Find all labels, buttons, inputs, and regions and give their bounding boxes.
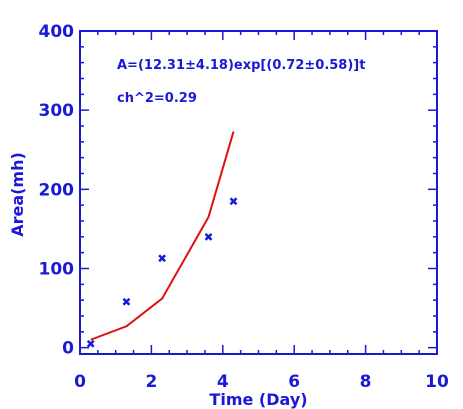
y-tick-label: 300 [39,101,75,121]
data-point [158,254,166,263]
y-axis-label: Area(mh) [8,152,27,237]
x-axis-ticks: 0 2 4 6 8 10 [74,31,449,392]
x-tick-label: 2 [145,372,157,392]
x-tick-label: 10 [425,372,449,392]
x-tick-label: 6 [288,372,300,392]
y-axis-ticks: 0 100 200 300 400 [39,22,437,359]
plot-frame [79,30,438,355]
data-point [86,339,95,348]
y-tick-label: 0 [62,339,74,359]
x-tick-label: 8 [360,372,372,392]
x-tick-label: 0 [74,372,86,392]
data-point [122,297,131,306]
y-tick-label: 400 [39,22,75,42]
chi-square-annotation: ch^2=0.29 [117,91,197,106]
y-tick-label: 100 [39,260,75,280]
fit-line [90,131,235,341]
x-axis-label: Time (Day) [209,390,307,409]
y-tick-label: 200 [39,180,75,200]
series-layer [86,131,238,348]
data-point [204,232,213,241]
fit-equation-annotation: A=(12.31±4.18)exp[(0.72±0.58)]t [117,58,365,73]
data-point [229,197,238,206]
x-tick-label: 4 [217,372,229,392]
